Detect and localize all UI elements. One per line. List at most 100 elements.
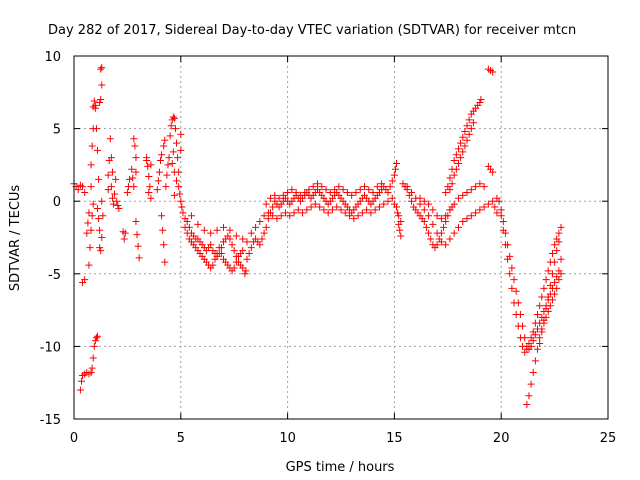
data-point: [207, 241, 215, 249]
data-point: [159, 226, 167, 234]
data-point: [226, 235, 234, 243]
data-point: [454, 194, 462, 202]
data-point: [531, 319, 539, 327]
data-point: [433, 229, 441, 237]
data-point: [397, 232, 405, 240]
data-point: [416, 194, 424, 202]
data-point: [367, 209, 375, 217]
data-point: [354, 212, 362, 220]
data-point: [394, 209, 402, 217]
data-point: [422, 223, 430, 231]
data-point: [168, 159, 176, 167]
data-point: [93, 332, 101, 340]
data-point: [457, 139, 465, 147]
data-point: [493, 209, 501, 217]
data-point: [252, 223, 260, 231]
data-point: [523, 400, 531, 408]
data-point: [491, 203, 499, 211]
data-point: [170, 114, 178, 122]
data-point: [442, 241, 450, 249]
data-point: [369, 188, 377, 196]
data-point: [388, 177, 396, 185]
data-point: [96, 226, 104, 234]
data-point: [512, 310, 520, 318]
data-point: [557, 270, 565, 278]
data-point: [467, 125, 475, 133]
data-point: [256, 218, 264, 226]
data-point: [450, 200, 458, 208]
data-point: [269, 212, 277, 220]
data-point: [452, 151, 460, 159]
data-point: [88, 364, 96, 372]
data-point: [89, 200, 97, 208]
data-point: [548, 296, 556, 304]
data-point: [540, 284, 548, 292]
data-point: [506, 270, 514, 278]
chart-title: Day 282 of 2017, Sidereal Day-to-day VTE…: [48, 23, 576, 38]
data-point: [243, 255, 251, 263]
x-tick-label: 5: [177, 431, 185, 446]
data-point: [339, 186, 347, 194]
data-point: [459, 148, 467, 156]
data-point: [123, 188, 131, 196]
data-point: [110, 200, 118, 208]
x-tick-label: 10: [279, 431, 296, 446]
data-point: [425, 212, 433, 220]
data-point: [388, 194, 396, 202]
data-point: [174, 154, 182, 162]
data-point: [92, 125, 100, 133]
data-point: [286, 212, 294, 220]
data-point: [429, 206, 437, 214]
data-point: [450, 229, 458, 237]
data-point: [446, 206, 454, 214]
data-point: [442, 212, 450, 220]
data-point: [145, 173, 153, 181]
data-point: [135, 254, 143, 262]
data-point: [538, 293, 546, 301]
data-point: [269, 203, 277, 211]
data-point: [516, 334, 524, 342]
data-point: [245, 249, 253, 257]
data-point: [350, 215, 358, 223]
data-point: [384, 188, 392, 196]
data-point: [177, 146, 185, 154]
plot-frame: [73, 55, 609, 420]
data-point: [551, 290, 559, 298]
data-point: [542, 305, 550, 313]
data-point: [165, 154, 173, 162]
data-point: [508, 264, 516, 272]
data-point: [113, 197, 121, 205]
data-point: [476, 180, 484, 188]
data-point: [396, 226, 404, 234]
data-point: [239, 264, 247, 272]
data-point: [390, 171, 398, 179]
data-point: [239, 235, 247, 243]
data-point: [551, 241, 559, 249]
data-point: [504, 255, 512, 263]
data-point: [501, 241, 509, 249]
data-point: [133, 231, 141, 239]
data-point: [273, 215, 281, 223]
data-point: [155, 168, 163, 176]
data-point: [88, 142, 96, 150]
data-point: [129, 174, 137, 182]
data-point: [177, 197, 185, 205]
data-point: [555, 276, 563, 284]
data-point: [90, 97, 98, 105]
data-point: [463, 215, 471, 223]
data-point: [514, 322, 522, 330]
data-point: [111, 190, 119, 198]
data-point: [519, 342, 527, 350]
data-point: [557, 255, 565, 263]
x-tick-label: 15: [386, 431, 403, 446]
data-point: [99, 212, 107, 220]
data-point: [217, 249, 225, 257]
data-point: [134, 242, 142, 250]
data-point: [275, 194, 283, 202]
data-point: [86, 244, 94, 252]
data-point: [465, 116, 473, 124]
data-point: [194, 220, 202, 228]
data-point: [267, 194, 275, 202]
data-point: [476, 206, 484, 214]
data-point: [209, 261, 217, 269]
